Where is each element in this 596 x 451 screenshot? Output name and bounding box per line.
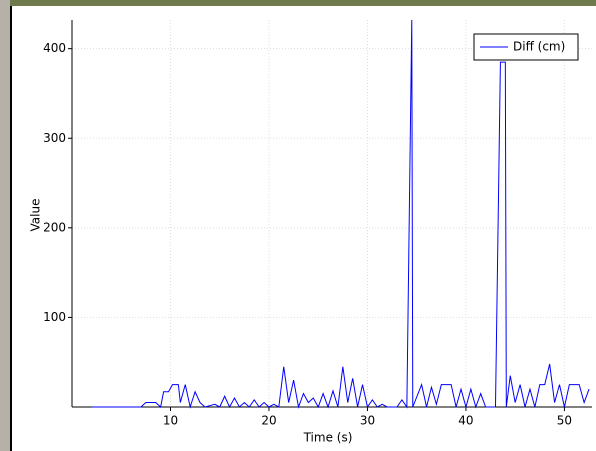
y-tick-label: 300 [43, 131, 66, 145]
x-tick-label: 40 [458, 414, 473, 428]
x-axis-label: Time (s) [303, 431, 353, 445]
background-photo [0, 0, 10, 451]
y-tick-label: 400 [43, 41, 66, 55]
y-tick-label: 100 [43, 310, 66, 324]
data-line [91, 19, 590, 409]
x-tick-label: 10 [163, 414, 178, 428]
x-tick-label: 20 [261, 414, 276, 428]
y-tick-label: 200 [43, 220, 66, 234]
x-tick-label: 50 [557, 414, 572, 428]
legend-label: Diff (cm) [513, 40, 565, 54]
chart-panel [10, 6, 596, 451]
y-axis-label: Value [29, 199, 43, 232]
x-tick-label: 30 [360, 414, 375, 428]
